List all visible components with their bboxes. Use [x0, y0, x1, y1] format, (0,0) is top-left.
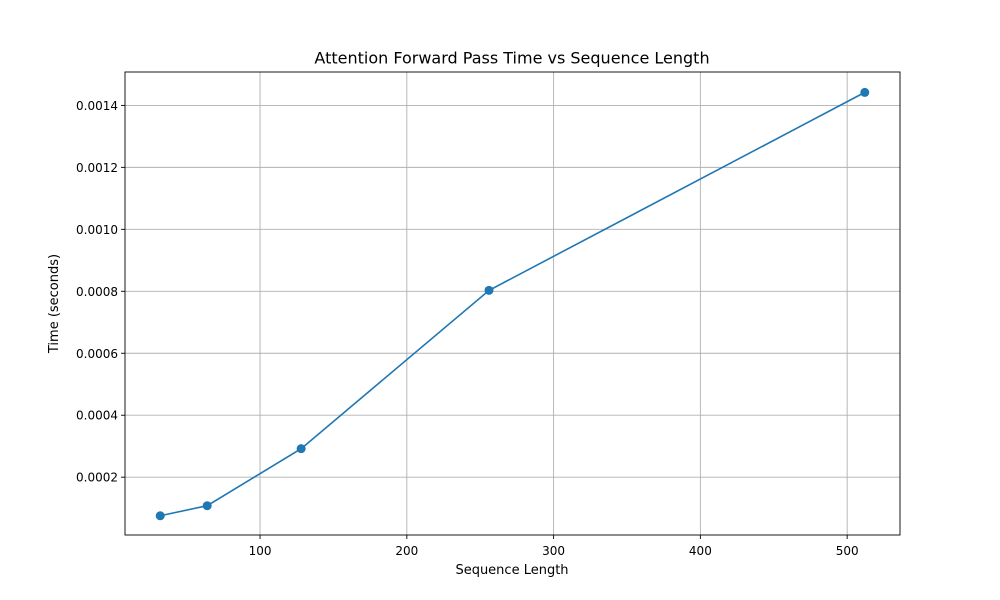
data-point	[484, 285, 494, 295]
data-point	[860, 87, 870, 97]
data-point	[155, 511, 165, 521]
x-tick-label: 500	[836, 544, 859, 558]
y-tick-label: 0.0004	[76, 409, 118, 423]
x-tick-label: 200	[395, 544, 418, 558]
plot-frame	[124, 71, 901, 536]
grid	[125, 72, 900, 535]
y-tick-label: 0.0006	[76, 347, 118, 361]
y-tick-label: 0.0008	[76, 285, 118, 299]
chart-title: Attention Forward Pass Time vs Sequence …	[314, 49, 709, 68]
y-tick-label: 0.0010	[76, 223, 118, 237]
series-line	[160, 91, 866, 517]
x-tick-label: 100	[249, 544, 272, 558]
x-axis-label: Sequence Length	[455, 563, 568, 578]
data-point	[296, 444, 306, 454]
x-tick-label: 400	[689, 544, 712, 558]
ticks: 100 200 300 400 500 0.0002 0.0004 0.0006 0.0008 0…	[76, 99, 859, 558]
y-tick-label: 0.0002	[76, 471, 118, 485]
data-point	[202, 501, 212, 511]
y-tick-label: 0.0012	[76, 161, 118, 175]
y-tick-label: 0.0014	[76, 99, 118, 113]
y-axis-label: Time (seconds)	[47, 254, 62, 354]
x-tick-label: 300	[542, 544, 565, 558]
series	[155, 87, 870, 521]
